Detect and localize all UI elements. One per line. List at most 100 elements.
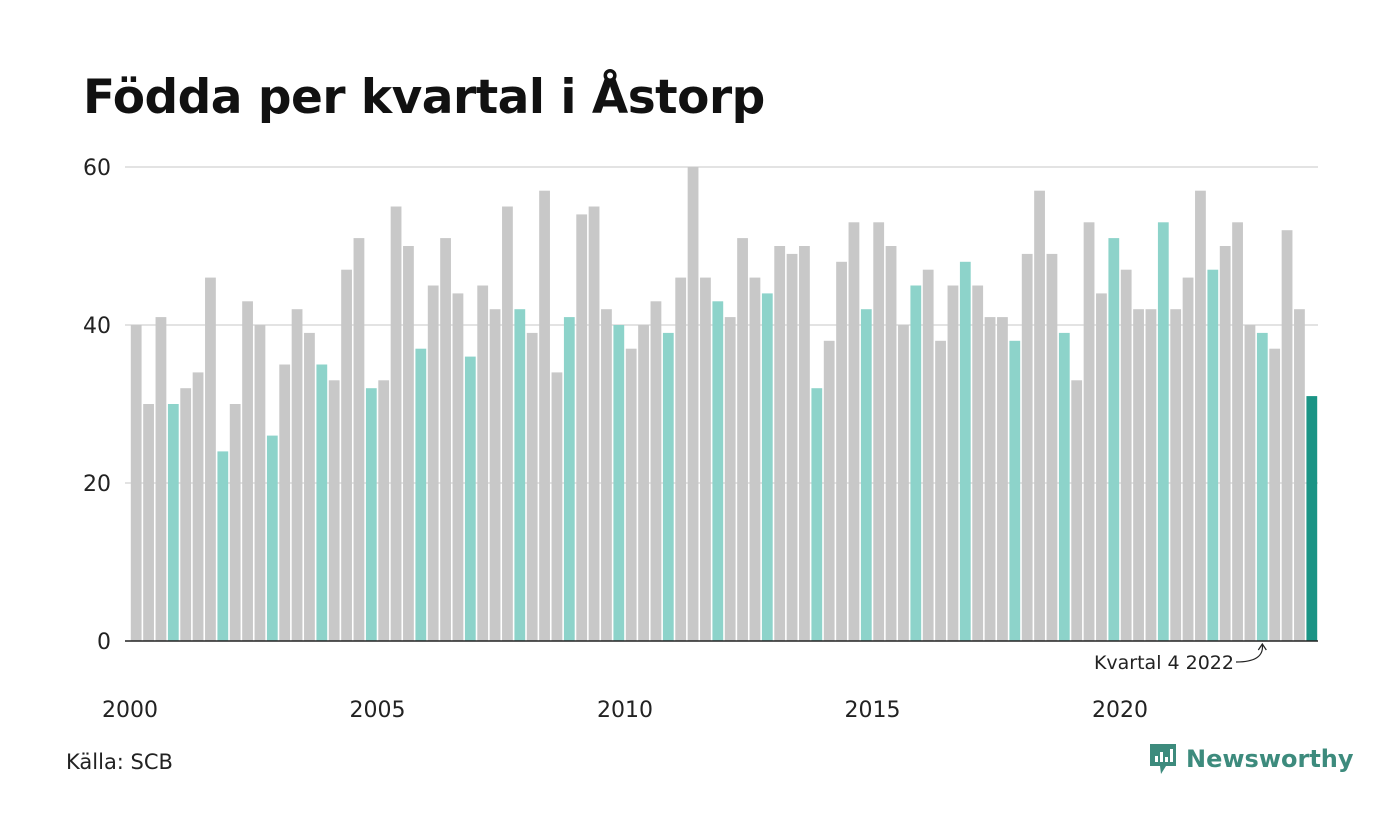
bar: [1195, 190, 1206, 641]
annotation: Kvartal 4 2022: [1094, 642, 1267, 674]
bar: [130, 325, 142, 641]
bar: [799, 246, 810, 641]
bar: [848, 222, 860, 642]
bar: [526, 332, 538, 641]
x-tick-label: 2015: [845, 698, 901, 723]
bar: [613, 325, 625, 641]
bar: [1096, 293, 1107, 641]
y-axis-ticks: 0 20 40 60: [83, 156, 111, 655]
x-tick-label: 2020: [1092, 698, 1148, 723]
bar: [415, 348, 427, 641]
bar: [539, 190, 550, 641]
bar: [860, 309, 872, 641]
bar: [786, 253, 798, 641]
bar: [514, 309, 526, 641]
bar: [1256, 332, 1268, 641]
bar: [662, 332, 674, 641]
bar: [489, 309, 501, 641]
x-tick-label: 2000: [102, 698, 158, 723]
y-tick-label: 20: [83, 472, 111, 497]
bar: [551, 372, 563, 641]
bar: [1083, 222, 1095, 642]
bar: [761, 293, 773, 641]
bar: [477, 285, 489, 641]
bar: [1306, 396, 1318, 641]
bar: [464, 356, 476, 641]
annotation-arrowhead: [1257, 642, 1267, 651]
x-tick-label: 2010: [597, 698, 653, 723]
bar: [167, 404, 179, 641]
bar: [910, 285, 922, 641]
bar: [440, 238, 451, 641]
bar: [922, 269, 934, 641]
bar: [588, 206, 600, 641]
bar: [365, 388, 377, 641]
bar: [1294, 309, 1305, 641]
x-axis-ticks: 2000 2005 2010 2015 2020: [102, 698, 1148, 723]
bar: [291, 309, 303, 641]
bar: [427, 285, 439, 641]
y-tick-label: 60: [83, 156, 111, 181]
bar: [737, 238, 748, 641]
bar: [452, 293, 464, 641]
bar: [563, 317, 575, 641]
bar: [1157, 222, 1169, 642]
bar: [749, 277, 761, 641]
bar: [1133, 309, 1144, 641]
bar: [155, 317, 167, 641]
bar: [774, 246, 786, 641]
bar: [1244, 325, 1256, 641]
bar: [316, 364, 328, 641]
bar: [1207, 269, 1219, 641]
bar: [638, 325, 649, 641]
bar: [1170, 309, 1182, 641]
bar: [1009, 340, 1021, 641]
bar: [700, 277, 711, 641]
bar: [1182, 277, 1194, 641]
y-tick-label: 0: [97, 630, 111, 655]
bar: [254, 325, 266, 641]
bar: [650, 301, 662, 641]
bar: [1281, 230, 1293, 641]
bar: [217, 451, 229, 641]
bar: [328, 380, 340, 641]
bar: [1034, 190, 1045, 641]
bar: [143, 404, 154, 641]
bar: [724, 317, 736, 641]
bar: [1145, 309, 1157, 641]
bar: [1219, 246, 1231, 641]
bar: [502, 206, 513, 641]
brand-logo: Newsworthy: [1148, 742, 1354, 776]
chart-title: Födda per kvartal i Åstorp: [83, 70, 765, 125]
newsworthy-logo-icon: [1150, 744, 1176, 774]
bar: [205, 277, 216, 641]
bar: [1071, 380, 1083, 641]
bar: [675, 277, 687, 641]
bar: [898, 325, 909, 641]
bar: [601, 309, 612, 641]
bar: [266, 435, 278, 641]
bar: [687, 167, 699, 641]
bar: [242, 301, 253, 641]
bar: [836, 261, 847, 641]
bar: [378, 380, 390, 641]
bar: [712, 301, 724, 641]
bar: [1232, 222, 1243, 642]
source-label: Källa: SCB: [66, 750, 173, 774]
bar: [947, 285, 959, 641]
bar: [935, 340, 946, 641]
bar: [1058, 332, 1070, 641]
bar: [997, 317, 1008, 641]
bar: [353, 238, 365, 641]
annotation-arrow: [1235, 644, 1263, 663]
bar: [304, 332, 315, 641]
bar: [180, 388, 192, 641]
bar: [229, 404, 241, 641]
bar: [390, 206, 402, 641]
bar: [1269, 348, 1281, 641]
bar: [1108, 238, 1120, 641]
bar: [1120, 269, 1132, 641]
brand-name: Newsworthy: [1186, 745, 1354, 773]
bar: [625, 348, 637, 641]
